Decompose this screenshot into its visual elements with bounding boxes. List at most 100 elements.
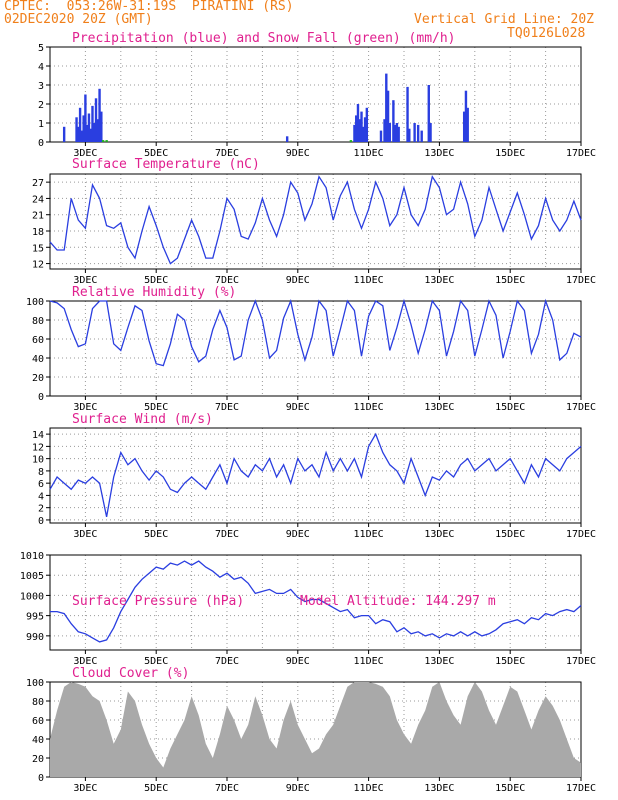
y-tick-label: 27 — [32, 178, 44, 189]
panel-title: Surface Pressure (hPa) — [72, 594, 244, 609]
precip-bar — [77, 126, 80, 142]
precip-bar — [429, 123, 432, 142]
x-tick-label: 9DEC — [286, 402, 310, 413]
x-tick-label: 17DEC — [566, 656, 596, 667]
x-tick-label: 13DEC — [424, 402, 454, 413]
x-tick-label: 5DEC — [144, 529, 168, 540]
precip-bar — [462, 111, 466, 142]
y-tick-label: 2 — [38, 100, 44, 111]
y-tick-label: 60 — [32, 335, 44, 346]
precip-bar — [98, 88, 101, 142]
x-tick-label: 13DEC — [424, 783, 454, 794]
x-tick-label: 11DEC — [354, 275, 384, 286]
x-tick-label: 5DEC — [144, 148, 168, 159]
y-tick-label: 0 — [38, 392, 44, 403]
precip-bar — [392, 100, 395, 142]
y-tick-label: 990 — [26, 632, 44, 643]
x-tick-label: 9DEC — [286, 656, 310, 667]
snow-bar — [101, 140, 105, 142]
x-tick-label: 9DEC — [286, 275, 310, 286]
precip-bar — [466, 107, 469, 142]
y-tick-label: 20 — [32, 373, 44, 384]
x-tick-label: 17DEC — [566, 402, 596, 413]
panel-title: Precipitation (blue) and Snow Fall (gree… — [72, 31, 456, 46]
precip-bar — [388, 123, 392, 142]
precip-bar — [94, 98, 98, 142]
precip-bar — [383, 119, 386, 142]
y-tick-label: 1005 — [20, 571, 44, 582]
snow-bar — [105, 140, 108, 142]
y-tick-label: 24 — [32, 194, 44, 205]
x-tick-label: 15DEC — [495, 656, 525, 667]
precip-bar — [427, 85, 430, 142]
x-tick-label: 5DEC — [144, 783, 168, 794]
plot-frame — [49, 46, 582, 143]
series-line — [49, 432, 582, 518]
precip-bar — [393, 124, 397, 142]
x-tick-label: 11DEC — [354, 148, 384, 159]
y-tick-label: 0 — [38, 516, 44, 527]
x-tick-label: 17DEC — [566, 529, 596, 540]
x-tick-label: 9DEC — [286, 529, 310, 540]
y-tick-label: 1 — [38, 119, 44, 130]
precip-bar — [62, 126, 66, 142]
y-tick-label: 80 — [32, 316, 44, 327]
precip-bar — [285, 136, 289, 142]
y-tick-label: 12 — [32, 442, 44, 453]
y-tick-label: 40 — [32, 354, 44, 365]
precip-bar — [365, 107, 369, 142]
precip-bar — [379, 130, 383, 142]
precip-bar — [93, 123, 96, 142]
precip-bar — [89, 128, 92, 142]
y-tick-label: 18 — [32, 227, 44, 238]
y-tick-label: 14 — [32, 430, 44, 441]
x-tick-label: 3DEC — [73, 148, 97, 159]
x-tick-label: 7DEC — [215, 656, 239, 667]
x-tick-label: 9DEC — [286, 783, 310, 794]
precip-bar — [416, 124, 420, 142]
plot-frame — [49, 427, 582, 524]
x-tick-label: 7DEC — [215, 529, 239, 540]
x-tick-label: 5DEC — [144, 402, 168, 413]
x-tick-label: 7DEC — [215, 783, 239, 794]
x-tick-label: 11DEC — [354, 402, 384, 413]
x-tick-label: 11DEC — [354, 783, 384, 794]
series-line — [49, 298, 582, 367]
y-tick-label: 995 — [26, 612, 44, 623]
x-tick-label: 17DEC — [566, 148, 596, 159]
precip-bar — [87, 113, 91, 142]
plot-frame — [49, 300, 582, 397]
x-tick-label: 5DEC — [144, 656, 168, 667]
panel-title: Surface Wind (m/s) — [72, 412, 213, 427]
x-tick-label: 17DEC — [566, 783, 596, 794]
x-tick-label: 15DEC — [495, 783, 525, 794]
y-tick-label: 4 — [38, 62, 44, 73]
header-grid-line: Vertical Grid Line: 20Z — [414, 12, 595, 27]
panel-title: Surface Temperature (nC) — [72, 157, 260, 172]
x-tick-label: 11DEC — [354, 529, 384, 540]
y-tick-label: 10 — [32, 455, 44, 466]
y-tick-label: 100 — [26, 297, 44, 308]
snow-bar — [349, 140, 353, 142]
x-tick-label: 15DEC — [495, 402, 525, 413]
x-tick-label: 3DEC — [73, 275, 97, 286]
y-tick-label: 15 — [32, 243, 44, 254]
precip-bar — [353, 124, 356, 142]
x-tick-label: 13DEC — [424, 275, 454, 286]
series-line — [50, 560, 582, 643]
x-tick-label: 13DEC — [424, 529, 454, 540]
y-tick-label: 0 — [38, 773, 44, 784]
precip-bar — [406, 86, 409, 142]
precip-bar — [420, 130, 423, 142]
precip-bar — [362, 126, 365, 142]
y-tick-label: 6 — [38, 479, 44, 490]
x-tick-label: 3DEC — [73, 529, 97, 540]
y-tick-label: 80 — [32, 697, 44, 708]
x-tick-label: 17DEC — [566, 275, 596, 286]
y-tick-label: 100 — [26, 678, 44, 689]
precip-bar — [82, 115, 85, 142]
header-date: 02DEC2020 20Z (GMT) — [4, 12, 153, 27]
precip-bar — [385, 73, 388, 142]
y-tick-label: 40 — [32, 735, 44, 746]
y-tick-label: 8 — [38, 467, 44, 478]
